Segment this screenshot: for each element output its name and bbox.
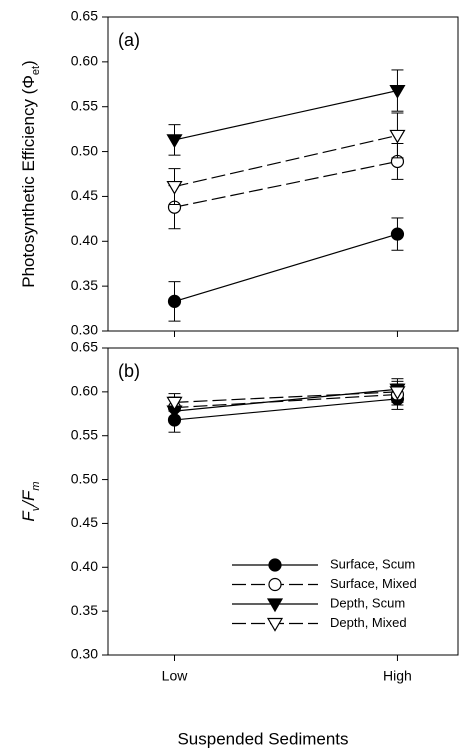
series-line bbox=[174, 134, 398, 188]
panel-label: (b) bbox=[118, 361, 140, 381]
marker bbox=[166, 134, 183, 149]
y-axis-label: Photosynthetic Efficiency (Φet) bbox=[19, 60, 41, 287]
y-tick-label: 0.35 bbox=[71, 277, 98, 293]
panel-label: (a) bbox=[118, 30, 140, 50]
y-tick-label: 0.50 bbox=[71, 142, 98, 158]
series-line bbox=[174, 89, 398, 141]
y-tick-label: 0.45 bbox=[71, 187, 98, 203]
y-tick-label: 0.55 bbox=[71, 426, 98, 442]
y-axis-label-part: ) bbox=[19, 60, 38, 66]
series-line bbox=[174, 398, 398, 421]
y-axis-label-part: et bbox=[30, 66, 42, 75]
y-tick-label: 0.60 bbox=[71, 53, 98, 69]
series-line bbox=[174, 391, 398, 403]
y-tick-label: 0.50 bbox=[71, 470, 98, 486]
legend-marker bbox=[268, 558, 282, 572]
x-tick-label: Low bbox=[162, 668, 189, 684]
y-tick-label: 0.40 bbox=[71, 232, 98, 248]
series-line bbox=[174, 388, 398, 412]
y-tick-label: 0.65 bbox=[71, 339, 98, 355]
marker bbox=[390, 227, 405, 241]
plot-frame bbox=[107, 16, 459, 332]
y-axis-label: Fv/Fm bbox=[19, 481, 41, 521]
y-tick-label: 0.30 bbox=[71, 646, 98, 662]
y-tick-label: 0.35 bbox=[71, 602, 98, 618]
series-line bbox=[174, 393, 398, 409]
series-line bbox=[174, 233, 398, 302]
marker bbox=[389, 84, 406, 99]
y-tick-label: 0.45 bbox=[71, 514, 98, 530]
plot-frame bbox=[107, 347, 459, 656]
y-tick-label: 0.40 bbox=[71, 558, 98, 574]
y-axis-label-part: v bbox=[30, 504, 42, 511]
x-axis-label: Suspended Sediments bbox=[177, 729, 348, 748]
legend-marker bbox=[266, 598, 284, 613]
y-tick-label: 0.65 bbox=[71, 8, 98, 24]
marker bbox=[389, 386, 406, 401]
y-axis-label-part: m bbox=[30, 481, 42, 490]
y-axis-label-part: Photosynthetic Efficiency (Φ bbox=[19, 75, 38, 288]
legend-marker bbox=[266, 617, 284, 632]
legend-marker bbox=[268, 577, 282, 592]
legend-label: Depth, Mixed bbox=[330, 615, 407, 630]
series-line bbox=[174, 160, 398, 208]
y-axis-label-part: F bbox=[19, 510, 38, 522]
legend-label: Depth, Scum bbox=[330, 595, 405, 610]
x-tick-label: High bbox=[383, 668, 412, 684]
legend-label: Surface, Scum bbox=[330, 556, 415, 571]
y-tick-label: 0.55 bbox=[71, 97, 98, 113]
marker bbox=[389, 129, 406, 144]
y-axis-label-part: /F bbox=[19, 489, 38, 507]
legend-label: Surface, Mixed bbox=[330, 576, 417, 591]
y-tick-label: 0.30 bbox=[71, 322, 98, 338]
marker bbox=[166, 396, 183, 411]
marker bbox=[166, 180, 183, 195]
marker bbox=[167, 294, 182, 308]
y-tick-label: 0.60 bbox=[71, 383, 98, 399]
